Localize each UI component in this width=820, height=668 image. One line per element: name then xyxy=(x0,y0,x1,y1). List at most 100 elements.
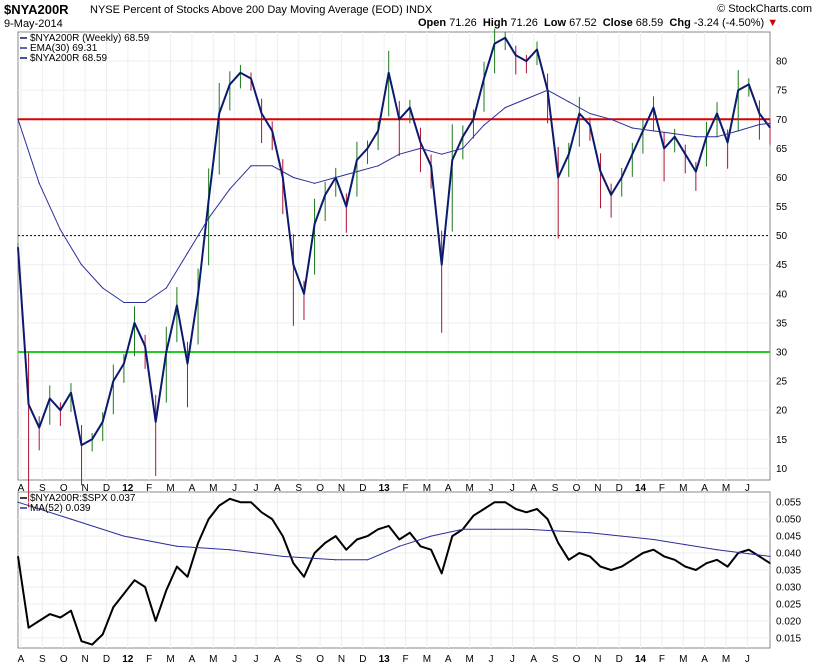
upper-data-point xyxy=(525,98,527,100)
x-tick-label-lower: J xyxy=(254,654,259,665)
upper-y-tick-label: 45 xyxy=(776,260,788,271)
x-tick-label-upper: A xyxy=(274,483,281,494)
upper-data-point xyxy=(271,165,273,167)
upper-data-point xyxy=(229,188,231,190)
lower-data-point xyxy=(546,518,549,520)
lower-data-point xyxy=(409,532,411,534)
x-tick-label-lower: A xyxy=(530,654,537,665)
x-tick-label-upper: O xyxy=(60,483,68,494)
x-tick-label-upper: N xyxy=(338,483,345,494)
upper-y-tick-label: 40 xyxy=(776,289,788,300)
lower-data-point xyxy=(451,535,453,537)
lower-data-point xyxy=(123,593,125,595)
x-tick-label-upper: D xyxy=(616,483,623,494)
x-tick-label-lower: O xyxy=(60,654,68,665)
x-tick-label-lower: D xyxy=(616,654,623,665)
upper-data-point xyxy=(398,153,400,155)
lower-data-point xyxy=(695,569,697,571)
x-tick-label-lower: A xyxy=(18,654,25,665)
upper-data-point xyxy=(271,130,273,132)
lower-data-point xyxy=(356,538,358,541)
x-tick-label-upper: A xyxy=(701,483,708,494)
lower-data-point xyxy=(155,620,157,622)
lower-data-point xyxy=(176,545,178,547)
lower-data-point xyxy=(716,549,718,551)
upper-data-point xyxy=(144,301,146,304)
lower-y-tick-label: 0.045 xyxy=(776,532,801,543)
x-tick-label-upper: D xyxy=(103,483,110,494)
upper-data-point xyxy=(504,37,506,39)
lower-data-point xyxy=(282,535,284,537)
lower-data-point xyxy=(144,586,146,588)
lower-data-point xyxy=(27,627,30,629)
x-tick-label-lower: A xyxy=(701,654,708,665)
upper-data-point xyxy=(663,147,665,149)
lower-data-point xyxy=(70,518,72,520)
x-tick-label-upper: F xyxy=(659,483,665,494)
x-tick-label-lower: M xyxy=(166,654,174,665)
upper-data-point xyxy=(589,124,591,126)
upper-data-point xyxy=(165,287,167,289)
lower-data-point xyxy=(123,535,125,537)
upper-data-point xyxy=(229,83,231,85)
lower-data-point xyxy=(441,572,443,574)
x-tick-label-lower: S xyxy=(295,654,302,665)
lower-data-point xyxy=(197,542,199,544)
x-tick-label-lower: J xyxy=(510,654,515,665)
upper-data-point xyxy=(250,77,252,80)
x-tick-label-upper: O xyxy=(316,483,324,494)
lower-y-tick-label: 0.025 xyxy=(776,599,801,610)
x-tick-label-lower: D xyxy=(103,654,110,665)
lower-data-point xyxy=(102,633,104,636)
lower-data-point xyxy=(250,501,252,503)
lower-data-point xyxy=(504,501,506,503)
upper-data-point xyxy=(695,136,697,138)
lower-data-point xyxy=(494,528,496,530)
lower-data-point xyxy=(589,555,591,558)
x-tick-label-upper: A xyxy=(18,483,25,494)
upper-data-point xyxy=(610,194,612,196)
x-tick-label-lower: M xyxy=(423,654,431,665)
upper-data-point xyxy=(737,130,739,132)
lower-data-point xyxy=(324,542,326,544)
upper-data-point xyxy=(430,165,432,167)
lower-data-point xyxy=(621,566,623,568)
x-tick-label-upper: 14 xyxy=(635,483,647,494)
lower-data-point xyxy=(663,555,665,558)
upper-data-point xyxy=(398,118,400,120)
x-tick-label-lower: M xyxy=(722,654,730,665)
upper-data-point xyxy=(462,136,464,138)
x-tick-label-lower: M xyxy=(679,654,687,665)
upper-data-point xyxy=(324,194,326,196)
lower-data-point xyxy=(599,566,602,568)
lower-data-point xyxy=(176,566,178,568)
lower-data-point xyxy=(578,552,580,554)
x-tick-label-lower: J xyxy=(745,654,750,665)
upper-data-point xyxy=(769,122,771,124)
x-tick-label-lower: A xyxy=(189,654,196,665)
lower-y-tick-label: 0.040 xyxy=(776,549,801,560)
upper-data-point xyxy=(313,223,316,225)
upper-data-point xyxy=(769,126,771,129)
brand-credit[interactable]: © StockCharts.com xyxy=(717,3,812,15)
x-tick-label-lower: N xyxy=(338,654,345,665)
low-label: Low xyxy=(544,17,567,29)
x-tick-label-lower: J xyxy=(232,654,237,665)
lower-data-point xyxy=(557,542,559,544)
x-tick-label-upper: M xyxy=(722,483,730,494)
lower-data-point xyxy=(38,620,40,622)
x-tick-label-upper: 13 xyxy=(379,483,391,494)
lower-data-point xyxy=(17,501,19,503)
x-tick-label-lower: O xyxy=(316,654,324,665)
upper-data-point xyxy=(218,112,220,115)
upper-data-point xyxy=(483,77,485,80)
upper-data-point xyxy=(578,112,580,115)
upper-data-point xyxy=(536,48,538,51)
high-label: High xyxy=(482,17,508,29)
lower-data-point xyxy=(642,552,644,554)
upper-data-point xyxy=(356,171,358,173)
upper-data-point xyxy=(451,159,453,161)
upper-data-point xyxy=(441,153,443,155)
upper-data-point xyxy=(366,147,369,149)
